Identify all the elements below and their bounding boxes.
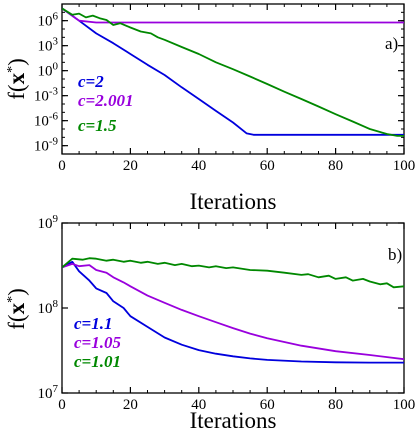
y-tick-label: 100 [38, 61, 59, 80]
x-tick-label: 100 [393, 397, 415, 413]
legend-label: c=2 [78, 72, 104, 91]
y-axis-label: f(x*) [4, 58, 29, 100]
series-line-c-1-1 [62, 260, 404, 364]
x-tick-label: 20 [123, 158, 138, 174]
x-tick-label: 80 [328, 397, 343, 413]
legend-label: c=1.01 [74, 352, 121, 371]
x-tick-label: 0 [58, 397, 66, 413]
series-line-c-1-5 [62, 7, 404, 137]
y-tick-label: 107 [38, 383, 59, 402]
x-tick-label: 0 [58, 158, 66, 174]
y-axis-label: f(x*) [4, 288, 29, 330]
series-line-c-2-001 [62, 7, 404, 24]
legend-label: c=2.001 [78, 91, 133, 110]
x-axis-label: Iterations [190, 189, 277, 214]
legend-label: c=1.05 [74, 333, 121, 352]
y-tick-label: 109 [38, 213, 59, 232]
x-tick-label: 100 [393, 158, 415, 174]
y-tick-label: 10-9 [34, 136, 59, 155]
series-line-c-2 [62, 7, 404, 136]
series-line-c-1-01 [62, 257, 404, 289]
x-tick-label: 20 [123, 397, 138, 413]
panel-label: b) [388, 245, 402, 264]
y-tick-label: 10-3 [34, 86, 59, 105]
panel-label: a) [385, 34, 398, 53]
y-tick-label: 103 [38, 36, 59, 55]
x-tick-label: 60 [260, 397, 275, 413]
panel-a: 0 20 40 60 80 100 10-9 10-6 10-3 100 103 106 c=2c=2.… [4, 3, 415, 214]
legend-label: c=1.5 [78, 116, 117, 135]
x-tick-label: 40 [191, 397, 206, 413]
legend-label: c=1.1 [74, 314, 112, 333]
y-tick-label: 106 [38, 11, 59, 30]
x-axis-label: Iterations [190, 408, 277, 433]
x-tick-label: 60 [260, 158, 275, 174]
x-tick-label: 80 [328, 158, 343, 174]
panel-b: 0 20 40 60 80 100 107 108 109 c=1.1c=1.05c=1.01 b)… [4, 213, 415, 433]
y-tick-label: 10-6 [34, 111, 59, 130]
y-tick-label: 108 [38, 298, 59, 317]
x-tick-label: 40 [191, 158, 206, 174]
series-line-c-1-05 [62, 263, 404, 361]
